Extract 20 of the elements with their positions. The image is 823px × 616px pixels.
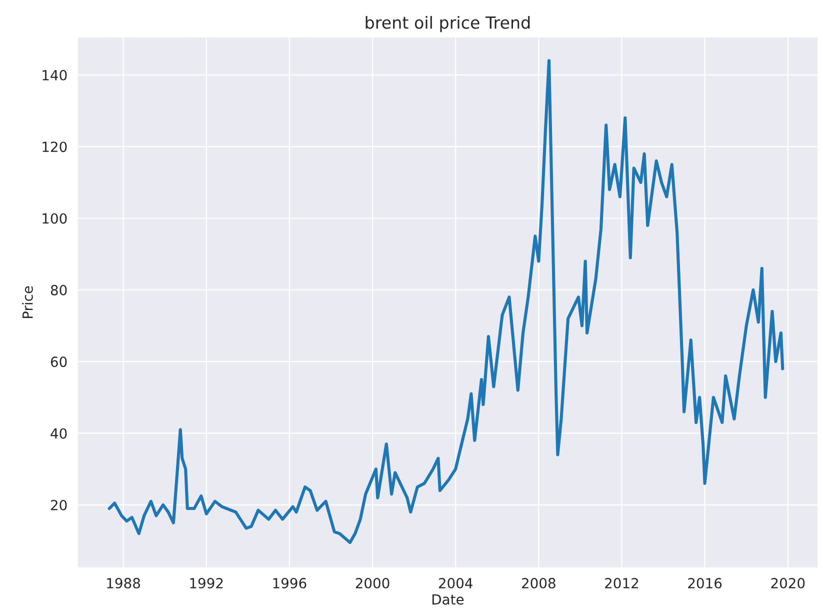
line-series <box>108 59 784 544</box>
x-tick-label: 2000 <box>356 578 390 588</box>
chart-title: brent oil price Trend <box>366 16 530 32</box>
y-tick-label: 140 <box>42 70 67 80</box>
x-axis-title: Date <box>432 594 464 605</box>
x-tick-label: 2016 <box>688 578 722 588</box>
x-tick-label: 2012 <box>605 578 638 588</box>
x-tick-label: 1996 <box>273 578 306 588</box>
y-tick-label: 120 <box>42 142 67 152</box>
x-tick-label: 2004 <box>438 578 472 588</box>
x-tick-label: 2008 <box>522 578 556 588</box>
x-tick-label: 2020 <box>771 578 805 588</box>
y-tick-label: 60 <box>50 356 67 368</box>
y-axis-title: Price <box>22 286 33 318</box>
y-tick-label: 80 <box>50 284 67 296</box>
x-tick-label: 1988 <box>107 578 140 588</box>
y-tick-label: 20 <box>50 500 67 510</box>
x-tick-label: 1992 <box>190 578 223 588</box>
y-tick-label: 40 <box>50 428 67 439</box>
y-tick-label: 100 <box>42 213 67 224</box>
